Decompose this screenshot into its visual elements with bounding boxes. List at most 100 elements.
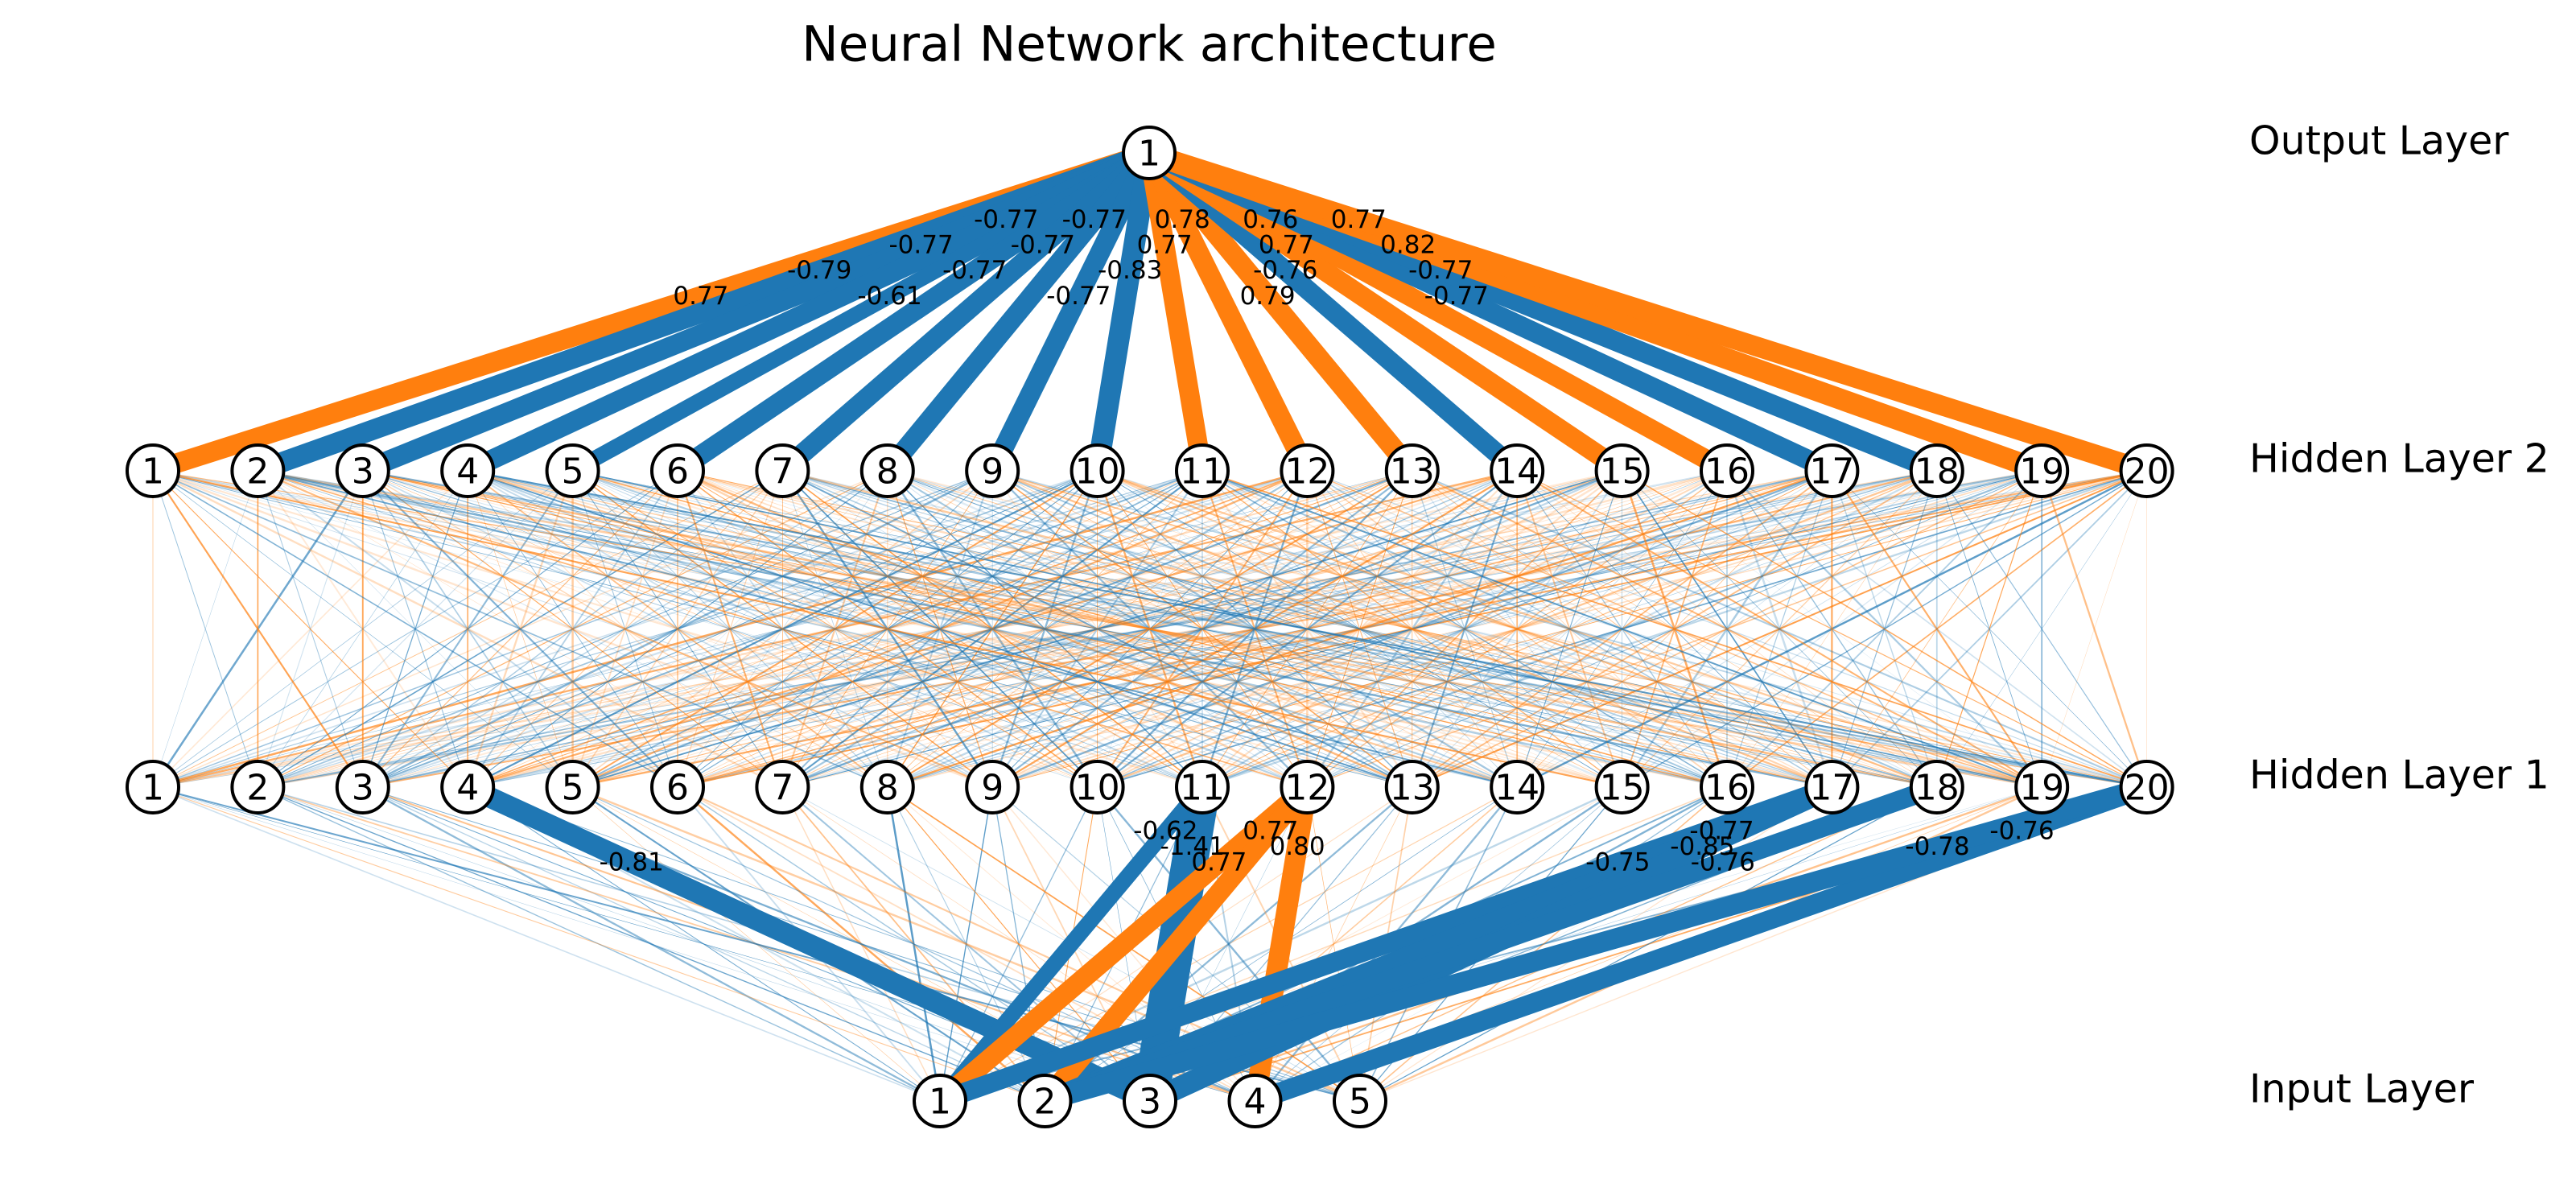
weighted-connection-line bbox=[1141, 146, 1420, 478]
connection-line bbox=[1831, 470, 2043, 788]
diagram-title: Neural Network architecture bbox=[802, 16, 1497, 73]
node-circle bbox=[545, 760, 600, 814]
node-label: 17 bbox=[1809, 768, 1854, 809]
weight-label: 0.77 bbox=[1191, 848, 1247, 877]
weight-label: -0.77 bbox=[1046, 282, 1111, 311]
connection-line bbox=[152, 470, 1412, 788]
connection-line bbox=[152, 470, 1308, 788]
weight-label: -0.77 bbox=[974, 205, 1038, 234]
connection-line bbox=[152, 470, 1098, 788]
connection-line bbox=[939, 786, 993, 1102]
connection-line bbox=[152, 786, 1045, 1102]
weighted-connection-line bbox=[464, 143, 1154, 480]
weight-label: 0.77 bbox=[1331, 205, 1387, 234]
node-circle bbox=[2119, 760, 2174, 814]
node-circle bbox=[965, 443, 1020, 498]
weight-label: -0.85 bbox=[1670, 832, 1734, 861]
node-circle bbox=[1700, 760, 1754, 814]
connection-line bbox=[152, 470, 1622, 788]
node-circle bbox=[1804, 443, 1860, 498]
node-circle bbox=[335, 443, 390, 498]
connection-line bbox=[258, 470, 1413, 788]
weighted-connection-line bbox=[983, 148, 1159, 476]
weight-label: 0.79 bbox=[1240, 282, 1296, 311]
node-label: 7 bbox=[771, 452, 793, 493]
weight-label: -0.78 bbox=[1905, 832, 1969, 861]
connection-line bbox=[152, 470, 258, 788]
node-label: 10 bbox=[1075, 452, 1120, 493]
connection-line bbox=[152, 470, 2042, 788]
weighted-connection-line bbox=[880, 146, 1157, 477]
node-label: 19 bbox=[2019, 452, 2064, 493]
connection-line bbox=[1936, 470, 2148, 788]
connection-line bbox=[258, 470, 1203, 788]
weighted-connection-line bbox=[1042, 777, 2150, 1111]
node-label: 6 bbox=[666, 452, 689, 493]
weight-label: 0.80 bbox=[1270, 832, 1325, 861]
connection-line bbox=[1622, 470, 2147, 788]
weight-label: 0.77 bbox=[673, 282, 728, 311]
node-label: 4 bbox=[456, 768, 479, 809]
connection-line bbox=[1096, 786, 1361, 1102]
weight-labels: 0.77-0.79-0.77-0.77-0.61-0.77-0.77-0.77-… bbox=[600, 205, 2055, 877]
node-label: 6 bbox=[666, 768, 689, 809]
node-label: 2 bbox=[246, 452, 269, 493]
connection-line bbox=[572, 470, 1098, 788]
connection-line bbox=[258, 469, 1728, 789]
weighted-connection-line bbox=[463, 777, 1155, 1111]
node-label: 5 bbox=[562, 768, 584, 809]
connection-line bbox=[887, 470, 2147, 788]
connection-line bbox=[1097, 470, 2147, 788]
weight-label: -0.77 bbox=[1689, 817, 1754, 846]
connection-line bbox=[152, 470, 1832, 788]
weighted-connection-line bbox=[672, 144, 1155, 480]
layer-labels: Input Layer Hidden Layer 1 Hidden Layer 2 O… bbox=[2249, 118, 2549, 1112]
connection-line bbox=[1412, 470, 2148, 788]
weight-label: -0.76 bbox=[1253, 256, 1317, 285]
connection-line bbox=[1097, 470, 1413, 788]
weighted-connection-line bbox=[1086, 151, 1160, 473]
node-label: 13 bbox=[1390, 768, 1435, 809]
node-label: 15 bbox=[1600, 768, 1645, 809]
node-circle bbox=[1490, 443, 1545, 498]
connection-line bbox=[152, 470, 1937, 788]
connection-line bbox=[1412, 470, 2042, 788]
node-circle bbox=[650, 760, 705, 814]
node-circle bbox=[1909, 443, 1964, 498]
node-circle bbox=[1333, 1074, 1387, 1128]
node-circle bbox=[1175, 443, 1230, 498]
node-label: 18 bbox=[1914, 768, 1960, 809]
layer-label-hidden1: Hidden Layer 1 bbox=[2249, 753, 2549, 798]
node-circle bbox=[965, 760, 1020, 814]
connection-line bbox=[152, 470, 573, 788]
weight-label: -0.77 bbox=[1011, 231, 1075, 260]
node-circle bbox=[1804, 760, 1860, 814]
weight-label: -0.77 bbox=[942, 256, 1007, 285]
weight-label: -0.62 bbox=[1133, 817, 1197, 846]
layer-label-input: Input Layer bbox=[2249, 1066, 2475, 1112]
connection-line bbox=[152, 469, 1728, 789]
node-circle bbox=[2014, 443, 2070, 498]
connection-line bbox=[572, 470, 1937, 788]
network-nodes: 1 2 3 4 51 2 3 4 5 6 7 8 9 10 11 12 13 14 15 16 17 18 19 201 2 3 4… bbox=[126, 126, 2174, 1128]
connection-line bbox=[991, 470, 1518, 788]
connection-line bbox=[362, 470, 1622, 788]
connection-line bbox=[992, 470, 1937, 788]
node-label: 1 bbox=[142, 768, 164, 809]
node-label: 8 bbox=[876, 768, 899, 809]
connection-line bbox=[258, 786, 1045, 1102]
node-label: 18 bbox=[1914, 452, 1960, 493]
connection-line bbox=[1832, 470, 2147, 788]
node-circle bbox=[1070, 443, 1125, 498]
weight-label: -0.79 bbox=[787, 256, 851, 285]
connection-line bbox=[467, 469, 2042, 789]
connection-line bbox=[258, 469, 2147, 789]
connection-line bbox=[258, 470, 783, 788]
node-circle bbox=[1227, 1074, 1283, 1128]
weight-label: -0.61 bbox=[857, 282, 921, 311]
node-label: 2 bbox=[246, 768, 269, 809]
weight-label: -0.77 bbox=[1062, 205, 1127, 234]
connection-line bbox=[1097, 470, 1832, 788]
weight-label: 0.82 bbox=[1380, 231, 1436, 260]
node-circle bbox=[126, 760, 180, 814]
